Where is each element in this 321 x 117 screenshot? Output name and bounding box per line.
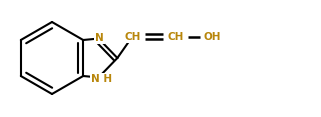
Text: OH: OH: [204, 32, 221, 42]
Text: N H: N H: [91, 74, 112, 84]
Text: CH: CH: [124, 32, 141, 42]
Text: CH: CH: [167, 32, 184, 42]
Text: N: N: [95, 33, 104, 43]
